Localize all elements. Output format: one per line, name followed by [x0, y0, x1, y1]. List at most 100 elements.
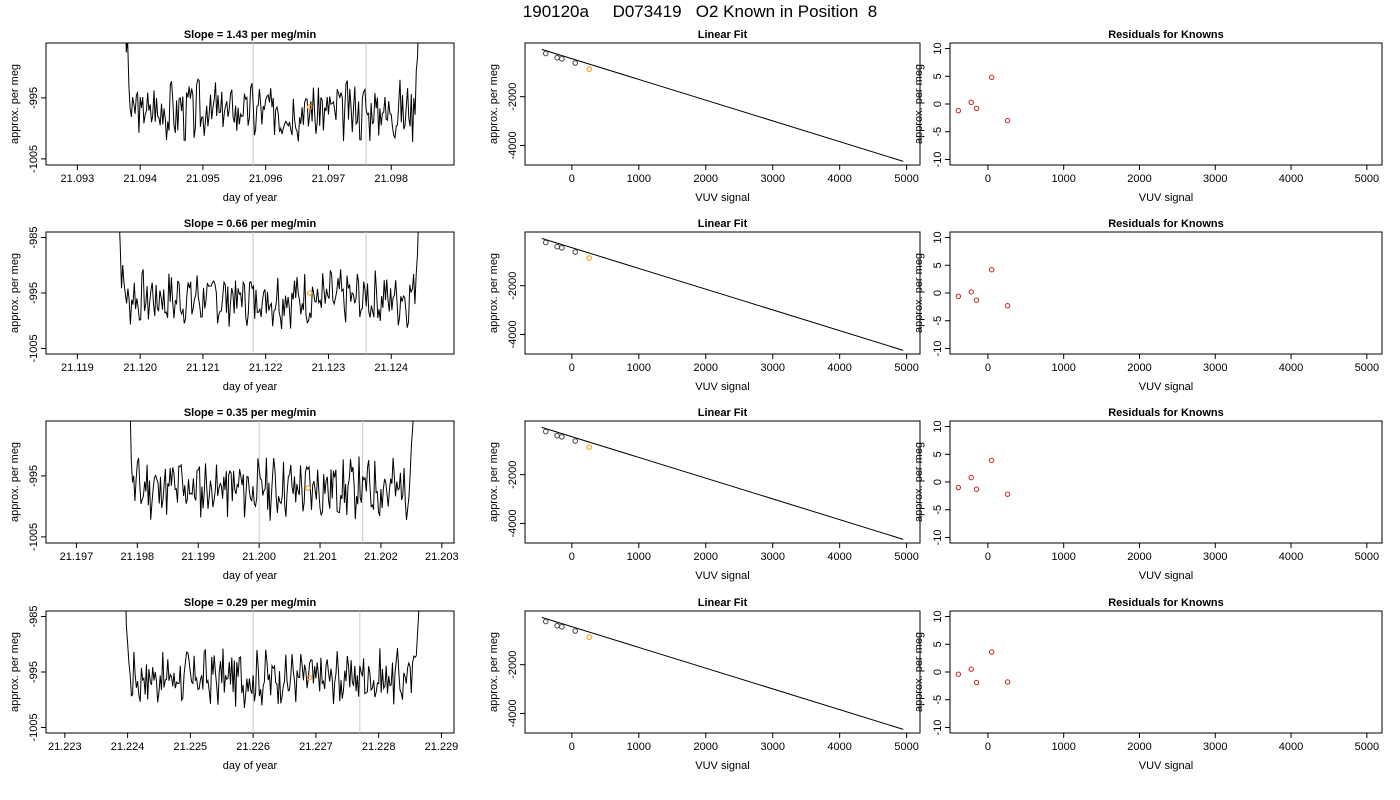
x-tick-label: 3000 — [760, 551, 784, 563]
plot-frame — [949, 231, 1383, 355]
y-axis-label: approx. per meg — [488, 632, 500, 712]
residual-point — [1004, 303, 1011, 309]
x-tick-label: 0 — [985, 362, 991, 374]
known-marker — [306, 104, 313, 110]
x-tick-label: 4000 — [1279, 362, 1303, 374]
y-tick-label: -995 — [28, 661, 40, 683]
x-tick-label: 2000 — [694, 551, 718, 563]
y-tick-label: -4000 — [507, 131, 519, 159]
x-tick-label: 21.199 — [181, 551, 215, 563]
x-tick-label: 2000 — [694, 362, 718, 374]
x-tick-label: 1000 — [627, 362, 651, 374]
x-axis-label: day of year — [223, 381, 278, 393]
fit-point — [554, 54, 560, 61]
y-tick-label: -1005 — [28, 334, 40, 362]
x-tick-label: 4000 — [827, 551, 851, 563]
x-axis-label: VUV signal — [695, 192, 749, 204]
residual-point — [973, 105, 980, 112]
x-tick-label: 21.224 — [111, 741, 145, 753]
residual-point — [955, 107, 962, 114]
panel-title: Slope = 1.43 per meg/min — [184, 29, 317, 41]
fit-point — [572, 628, 579, 634]
x-tick-label: 0 — [569, 551, 575, 563]
y-tick-label: -10 — [932, 530, 944, 546]
x-tick-label: 4000 — [827, 741, 851, 753]
x-tick-label: 21.201 — [303, 551, 337, 563]
plot-area — [129, 421, 414, 543]
plot-frame — [949, 610, 1383, 734]
y-axis-label: approx. per meg — [913, 64, 925, 144]
panel-title: Residuals for Knowns — [1108, 597, 1224, 609]
x-tick-label: 21.095 — [186, 173, 220, 185]
residual-point — [988, 457, 995, 464]
x-tick-label: 21.098 — [374, 173, 408, 185]
plot-area — [119, 232, 419, 354]
y-tick-label: -5 — [932, 316, 944, 326]
y-tick-label: -5 — [932, 505, 944, 515]
x-tick-label: 4000 — [1279, 173, 1303, 185]
y-axis-label: approx. per meg — [488, 253, 500, 333]
fit-point-highlight — [586, 634, 593, 641]
x-tick-label: 2000 — [694, 173, 718, 185]
x-tick-label: 21.097 — [312, 173, 346, 185]
x-axis-label: VUV signal — [695, 381, 749, 393]
x-tick-label: 21.227 — [299, 741, 333, 753]
x-tick-label: 21.122 — [249, 362, 283, 374]
y-tick-label: 0 — [932, 479, 944, 485]
x-tick-label: 0 — [985, 551, 991, 563]
fit-line — [541, 426, 904, 540]
fit-point — [554, 432, 560, 439]
panel-resid-row-2: Residuals for Knowns 0 1000 2000 3000 4000 500… — [913, 218, 1383, 393]
fit-point — [559, 434, 565, 440]
residual-point — [988, 74, 995, 81]
y-axis-label: approx. per meg — [488, 442, 500, 522]
x-tick-label: 21.093 — [61, 173, 95, 185]
x-axis-label: VUV signal — [1139, 192, 1193, 204]
signal-trace — [119, 232, 419, 330]
x-tick-label: 21.202 — [364, 551, 398, 563]
plot-frame — [524, 42, 921, 166]
x-tick-label: 4000 — [827, 173, 851, 185]
panel-fit-row-3: Linear Fit 0 1000 2000 3000 4000 5000 -2000 -400… — [488, 407, 921, 582]
plot-frame — [949, 42, 1383, 166]
x-axis-label: day of year — [223, 760, 278, 772]
plot-area — [955, 457, 1011, 497]
x-tick-label: 0 — [985, 741, 991, 753]
fit-point — [554, 243, 560, 250]
x-tick-label: 21.094 — [123, 173, 157, 185]
x-tick-label: 1000 — [1051, 362, 1075, 374]
plot-area — [125, 611, 420, 733]
y-tick-label: -5 — [932, 127, 944, 137]
y-tick-label: -2000 — [507, 272, 519, 300]
residual-point — [968, 666, 974, 672]
fit-point — [542, 428, 549, 435]
panel-trace-row-3: Slope = 0.35 per meg/min 21.197 21.198 21.1… — [9, 407, 459, 582]
x-axis-label: VUV signal — [1139, 570, 1193, 582]
x-tick-label: 21.197 — [60, 551, 94, 563]
panel-title: Slope = 0.66 per meg/min — [184, 218, 317, 230]
y-tick-label: 10 — [932, 420, 944, 432]
x-tick-label: 2000 — [1127, 173, 1151, 185]
x-tick-label: 21.228 — [362, 741, 396, 753]
y-tick-label: 10 — [932, 231, 944, 243]
y-tick-label: -10 — [932, 152, 944, 168]
x-tick-label: 21.124 — [374, 362, 408, 374]
x-axis-label: VUV signal — [695, 570, 749, 582]
y-tick-label: -985 — [28, 227, 40, 249]
residual-point — [968, 474, 974, 481]
x-tick-label: 5000 — [1355, 173, 1379, 185]
x-tick-label: 4000 — [827, 362, 851, 374]
panel-trace-row-1: Slope = 1.43 per meg/min 21.093 21.094 21.0… — [9, 29, 455, 204]
x-axis-label: day of year — [223, 570, 278, 582]
plot-area — [955, 74, 1011, 124]
plot-area — [541, 426, 904, 540]
x-axis-label: VUV signal — [1139, 381, 1193, 393]
panel-title: Linear Fit — [698, 218, 748, 230]
x-tick-label: 1000 — [627, 173, 651, 185]
x-tick-label: 3000 — [1203, 741, 1227, 753]
panel-title: Residuals for Knowns — [1108, 218, 1224, 230]
plot-area — [955, 649, 1011, 686]
y-tick-label: 0 — [932, 101, 944, 107]
x-tick-label: 21.198 — [121, 551, 155, 563]
fit-point — [542, 618, 549, 625]
